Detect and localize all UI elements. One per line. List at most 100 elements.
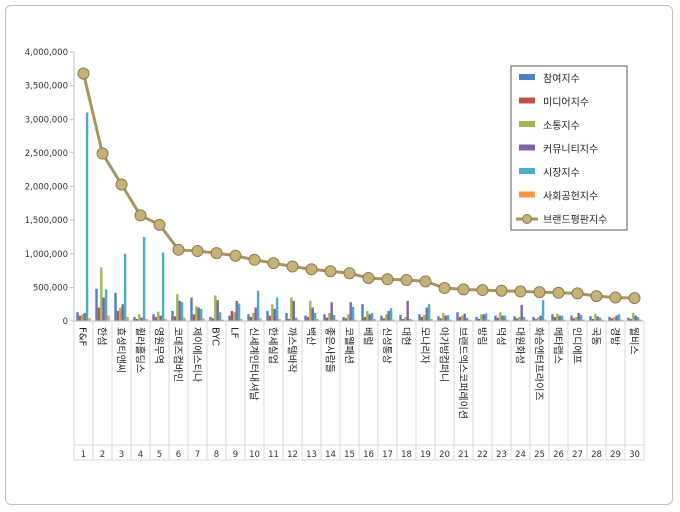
- bar: [551, 314, 554, 321]
- bar: [304, 315, 307, 321]
- y-tick-label: 3,000,000: [25, 115, 68, 125]
- bar: [349, 302, 352, 321]
- line-point: [571, 287, 584, 300]
- bar: [95, 288, 98, 321]
- bar: [332, 314, 336, 321]
- bar: [487, 319, 490, 321]
- line-point: [533, 286, 546, 299]
- x-rank-label: 1: [81, 450, 86, 460]
- bar: [439, 318, 443, 321]
- bar: [152, 314, 155, 321]
- bar: [465, 317, 469, 321]
- bar: [180, 302, 184, 321]
- x-rank-label: 6: [176, 450, 181, 460]
- bar: [176, 294, 179, 321]
- x-rank-label: 22: [477, 450, 488, 460]
- bar: [423, 314, 426, 321]
- y-tick-label: 3,500,000: [25, 82, 68, 92]
- bar: [164, 318, 167, 321]
- bar: [173, 316, 177, 321]
- bar: [575, 316, 578, 321]
- bar: [316, 318, 319, 321]
- bar: [161, 252, 165, 321]
- bar: [354, 319, 357, 321]
- bar: [195, 306, 198, 321]
- bar: [560, 315, 564, 321]
- x-category-label: F&F: [77, 327, 88, 347]
- bar: [361, 304, 364, 321]
- bar: [373, 318, 376, 321]
- x-category-label: 아가방컴퍼니: [438, 327, 450, 382]
- bar: [102, 297, 105, 321]
- bar: [615, 315, 618, 321]
- bar: [192, 314, 196, 321]
- legend-label: 참여지수: [543, 73, 580, 85]
- bar: [458, 316, 462, 321]
- bar: [636, 316, 640, 321]
- bar: [228, 315, 231, 321]
- bar: [306, 316, 310, 321]
- bar: [442, 312, 445, 321]
- bar: [582, 319, 585, 321]
- bar: [183, 317, 186, 321]
- bar: [570, 315, 573, 321]
- bar: [209, 316, 212, 321]
- bar: [596, 316, 599, 321]
- x-axis: F&F 1 한섬 2 효성티앤씨 3 휠라홀딩스 4 영원무역 5 코데즈컴바인 6 제이에스티나 7 BY…: [73, 320, 645, 461]
- bar: [598, 317, 602, 321]
- bar: [463, 313, 466, 321]
- bar: [133, 316, 136, 321]
- x-rank-label: 9: [233, 450, 238, 460]
- bar: [446, 314, 450, 321]
- x-category-label: BYC: [210, 327, 221, 346]
- bar: [142, 236, 146, 321]
- bar: [418, 314, 421, 321]
- bar: [157, 311, 160, 321]
- bar: [558, 315, 561, 321]
- bar: [159, 315, 162, 321]
- bar: [380, 315, 383, 321]
- bar: [556, 313, 559, 321]
- bar: [572, 318, 576, 321]
- legend-swatch: [519, 97, 535, 104]
- x-rank-label: 16: [363, 450, 374, 460]
- bar: [629, 318, 633, 321]
- bar: [342, 316, 345, 321]
- line-point: [96, 147, 109, 160]
- bar: [563, 319, 566, 321]
- line-point: [362, 271, 375, 284]
- bar: [237, 303, 241, 321]
- legend-label: 미디어지수: [543, 97, 589, 109]
- line-point: [248, 253, 261, 266]
- bar: [477, 318, 481, 321]
- legend-swatch: [519, 191, 535, 198]
- legend-label: 커뮤니티지수: [543, 144, 598, 156]
- bar: [254, 307, 257, 321]
- bar: [76, 312, 79, 321]
- y-tick-label: 500,000: [33, 283, 68, 293]
- bar: [503, 315, 507, 321]
- line-point: [229, 249, 242, 262]
- x-category-label: 덕성: [495, 327, 507, 345]
- bar: [266, 310, 269, 321]
- x-category-label: 모나리자: [419, 327, 431, 364]
- bar: [634, 315, 637, 321]
- bar: [468, 319, 471, 321]
- bar: [520, 304, 523, 321]
- bar: [351, 306, 355, 321]
- bar: [480, 314, 483, 321]
- bar: [140, 317, 143, 321]
- legend-label: 사회공헌지수: [543, 191, 598, 203]
- bar: [275, 297, 279, 321]
- bar: [601, 319, 604, 321]
- bar: [83, 312, 86, 321]
- bar: [406, 300, 409, 321]
- bar: [216, 300, 219, 321]
- bar: [335, 319, 338, 321]
- line-point: [495, 284, 508, 297]
- bar: [121, 304, 124, 321]
- bar: [525, 319, 528, 321]
- bar: [88, 318, 91, 321]
- bar: [484, 313, 488, 321]
- bar: [199, 308, 203, 321]
